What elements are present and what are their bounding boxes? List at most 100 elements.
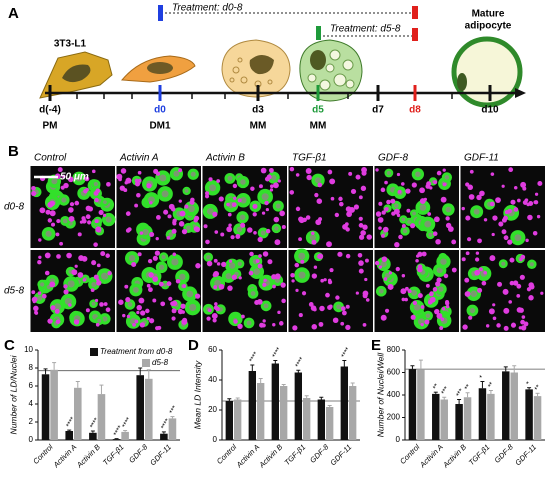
lipid-core — [425, 313, 431, 319]
nucleus-stain — [178, 221, 185, 227]
nucleus-stain — [195, 263, 201, 269]
nucleus-stain — [160, 301, 166, 307]
lipid-core — [97, 318, 102, 323]
nucleus-stain — [361, 170, 367, 176]
nucleus-stain — [339, 201, 344, 207]
nucleus-stain — [233, 319, 238, 324]
lipid-core — [274, 226, 279, 231]
nucleus-stain — [528, 282, 534, 288]
nucleus-stain — [281, 298, 286, 304]
nucleus-stain — [345, 324, 351, 331]
nucleus-stain — [152, 276, 159, 282]
x-tick-label: GDF-8 — [493, 442, 516, 465]
nucleus-stain — [378, 201, 383, 206]
treatment-label: Treatment: d0-8 — [172, 3, 243, 14]
nucleus-stain — [427, 212, 432, 216]
nucleus-stain — [41, 293, 47, 299]
significance-label: **** — [121, 416, 133, 429]
lipid-core — [227, 175, 233, 181]
nucleus-stain — [218, 196, 224, 202]
lipid-core — [91, 301, 96, 306]
bar — [112, 439, 121, 440]
nucleus-stain — [491, 232, 495, 237]
nucleus-stain — [380, 187, 386, 193]
nucleus-stain — [412, 300, 418, 306]
nucleus-stain — [357, 252, 363, 258]
nucleus-stain — [184, 204, 189, 209]
nucleus-stain — [74, 264, 78, 268]
nucleus-stain — [429, 296, 436, 303]
nucleus-stain — [154, 250, 160, 256]
nucleus-stain — [122, 313, 126, 318]
timeline-major-ticks — [48, 85, 492, 101]
legend-label: Treatment from d0-8 — [100, 347, 173, 356]
nucleus-stain — [78, 255, 84, 261]
nucleus-stain — [194, 293, 201, 299]
nucleus-stain — [362, 224, 368, 230]
nucleus-stain — [298, 313, 303, 318]
nucleus-stain — [92, 169, 96, 174]
nucleus-stain — [509, 280, 515, 286]
nucleus-stain — [378, 226, 382, 230]
nucleus-stain — [294, 262, 300, 268]
nucleus-stain — [279, 210, 285, 217]
x-tick-label: Activin B — [74, 442, 102, 470]
lipid-core — [103, 200, 107, 204]
nucleus-stain — [139, 322, 145, 328]
nucleus-stain — [238, 276, 242, 280]
nucleus-stain — [214, 302, 218, 306]
nucleus-stain — [82, 278, 87, 282]
nucleus-stain — [461, 257, 466, 262]
lipid-core — [130, 318, 137, 325]
nucleus-stain — [400, 182, 405, 186]
nucleus-stain — [261, 323, 266, 328]
nucleus-stain — [330, 196, 335, 201]
nucleus-stain — [212, 273, 217, 278]
lipid-core — [270, 174, 277, 181]
nucleus-stain — [291, 279, 295, 283]
nucleus-stain — [401, 274, 406, 278]
nucleus-stain — [134, 203, 139, 208]
nucleus-stain — [38, 255, 42, 260]
bar — [525, 389, 533, 440]
nucleus-stain — [464, 277, 470, 283]
lipid-core — [186, 225, 191, 231]
nucleus-stain — [178, 199, 182, 203]
lipid-core — [171, 258, 179, 266]
nucleus-stain — [85, 308, 90, 313]
y-tick-label: 2 — [29, 417, 34, 426]
nucleus-stain — [319, 305, 325, 312]
lipid-core — [415, 171, 421, 178]
nucleus-stain — [346, 211, 353, 218]
nucleus-stain — [66, 252, 72, 259]
nucleus-stain — [230, 235, 235, 240]
lipid-core — [274, 277, 280, 283]
lipid-core — [444, 175, 450, 180]
nucleus-stain — [257, 236, 263, 243]
nucleus-stain — [439, 326, 444, 331]
nucleus-stain — [231, 274, 237, 280]
nucleus-stain — [37, 291, 42, 295]
nucleus-stain — [421, 251, 427, 257]
nucleus-stain — [213, 305, 219, 311]
bar — [225, 401, 233, 440]
significance-label: **** — [295, 356, 307, 369]
nucleus-stain — [338, 196, 343, 202]
nucleus-stain — [320, 278, 324, 283]
lipid-core — [51, 178, 58, 185]
lipid-core — [159, 264, 165, 270]
y-tick-label: 6 — [29, 381, 34, 390]
nucleus-stain — [419, 187, 425, 194]
lipid-core — [384, 273, 390, 279]
day-label: d0 — [154, 105, 166, 116]
nucleus-stain — [93, 274, 99, 280]
nucleus-stain — [59, 241, 64, 246]
nucleus-stain — [417, 251, 423, 257]
nucleus-stain — [382, 226, 389, 233]
lipid-core — [250, 291, 256, 296]
treatment-label: Treatment: d5-8 — [330, 24, 401, 35]
nucleus-stain — [69, 202, 75, 207]
nucleus-stain — [445, 216, 450, 221]
nucleus-stain — [218, 283, 225, 290]
nucleus-stain — [131, 261, 137, 268]
